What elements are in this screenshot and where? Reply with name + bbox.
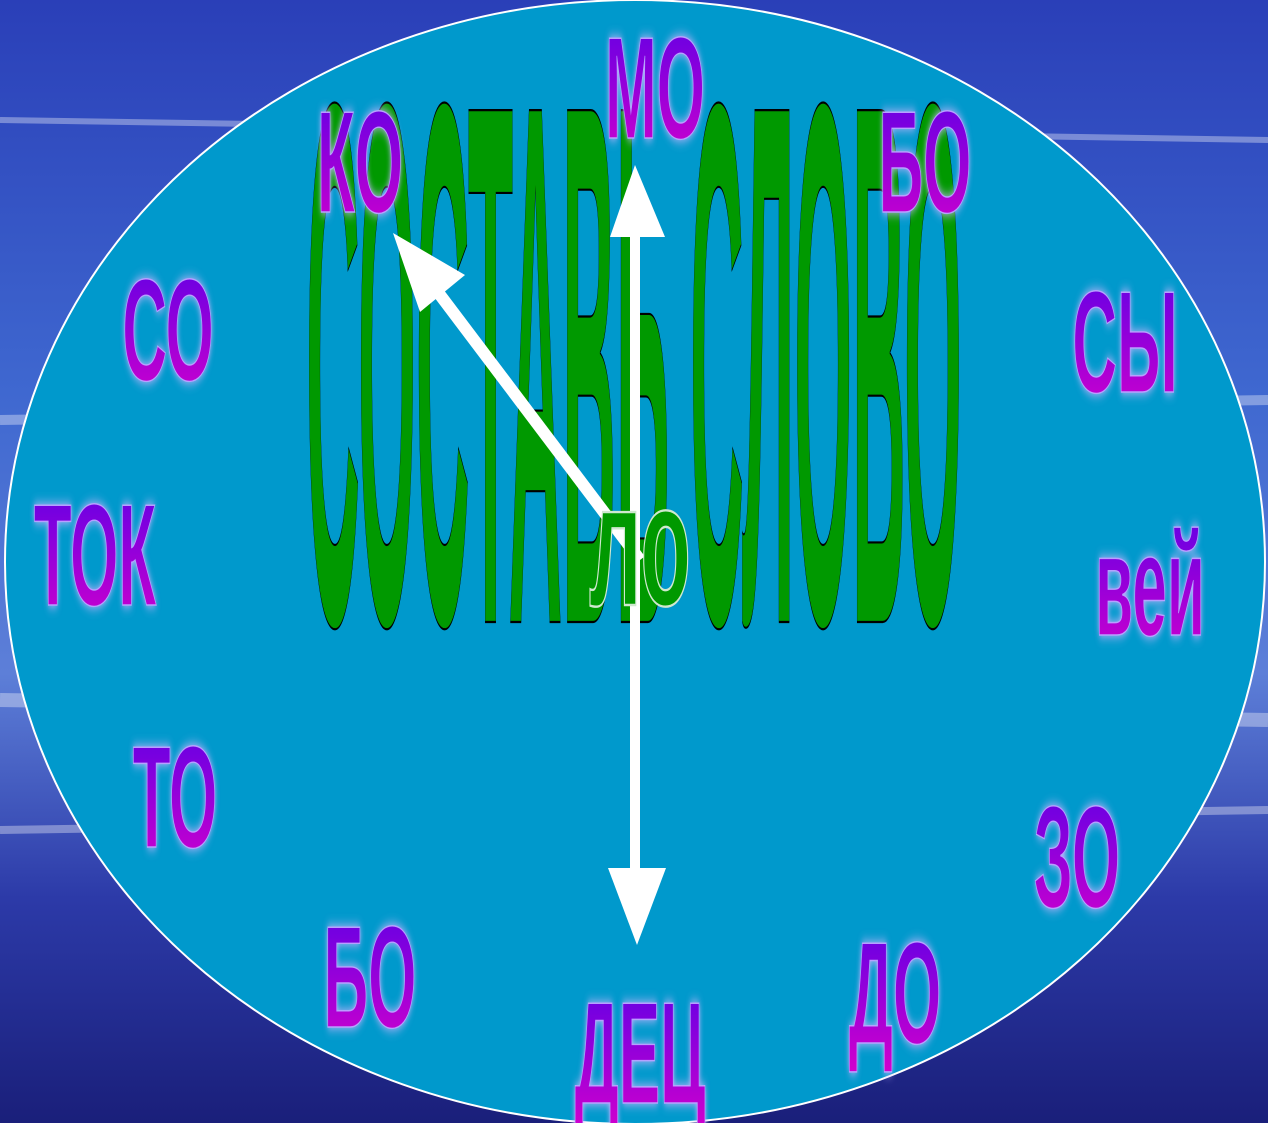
syllable: ЗО (1034, 776, 1120, 939)
syllables: КО МО БО СО СЫ ТОК вей ТО ЗО БО ДЕЦ ДО (33, 6, 1205, 1123)
hour-hand (420, 271, 645, 564)
syllable: ТОК (34, 474, 157, 637)
syllable: вей (1095, 504, 1205, 667)
syllable: СЫ (1072, 261, 1177, 424)
syllable: БО (879, 81, 972, 244)
syllable: КО (317, 81, 403, 244)
syllable: БО (324, 896, 417, 1059)
syllable: ТО (133, 716, 218, 879)
hands (393, 165, 666, 945)
syllable: ДЕЦ (575, 972, 706, 1123)
arrow-hour (393, 233, 465, 312)
syllable: МО (605, 7, 705, 170)
center-syllable: ло (589, 447, 691, 643)
syllable: ДО (849, 912, 941, 1075)
syllable: СО (122, 249, 213, 412)
arrow-down (608, 868, 666, 945)
arrow-up (610, 165, 665, 237)
